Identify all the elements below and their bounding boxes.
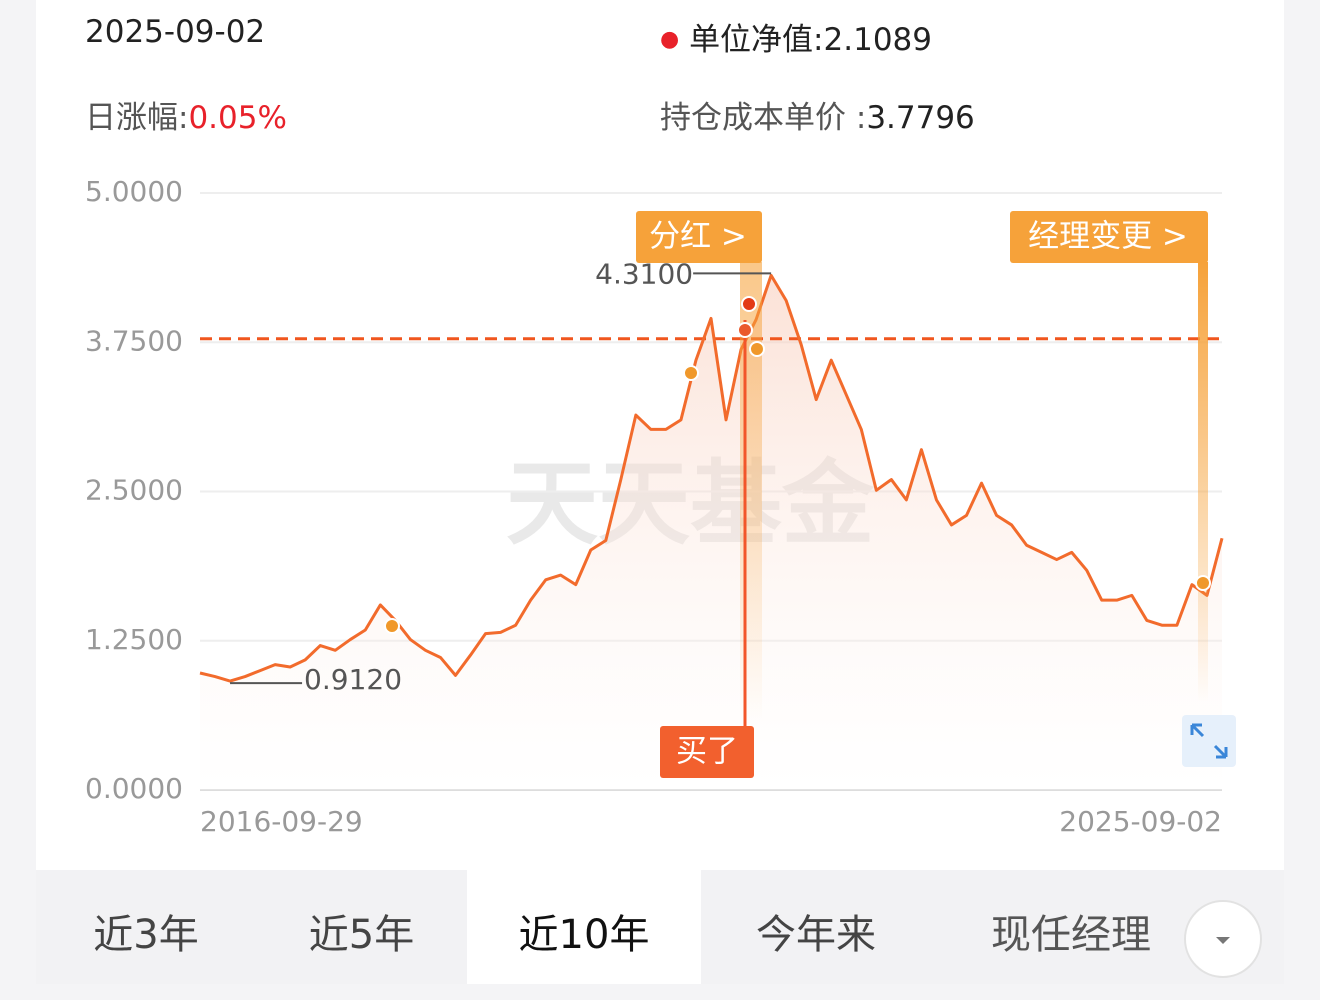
area <box>200 275 1222 790</box>
tab-bar: 近3年 近5年 近10年 今年来 现任经理 <box>36 870 1284 984</box>
arrow <box>1216 937 1230 944</box>
chart: 天天基金 0.00001.25002.50003.75005.00002016-… <box>85 175 1236 838</box>
cost-label: 持仓成本单价 : <box>660 100 867 136</box>
y-tick-label: 2.5000 <box>85 474 183 507</box>
event-dot <box>737 322 753 338</box>
event-dot <box>749 341 765 357</box>
event-dot <box>741 296 757 312</box>
tab[interactable]: 现任经理 <box>991 912 1151 958</box>
date: 2025-09-02 <box>85 14 266 50</box>
nav-value: 2.1089 <box>823 22 932 58</box>
event-dot <box>683 365 699 381</box>
annotation-label: 0.9120 <box>304 663 402 696</box>
expand-button[interactable] <box>1182 715 1236 767</box>
nav-label: 单位净值: <box>689 22 824 58</box>
change-label: 日涨幅: <box>85 100 189 136</box>
more-icon[interactable] <box>1186 902 1260 976</box>
buy-label[interactable]: 买了 <box>676 734 738 770</box>
annotation-label: 4.3100 <box>595 257 693 290</box>
change: 日涨幅:0.05% <box>85 92 287 137</box>
y-tick-label: 5.0000 <box>85 175 183 208</box>
nav-line <box>199 273 1224 683</box>
nav: ● 单位净值:2.1089 <box>660 22 932 58</box>
more-button[interactable] <box>1184 900 1262 978</box>
x-tick-label: 2025-09-02 <box>1059 805 1222 838</box>
y-tick-label: 1.2500 <box>85 623 183 656</box>
x-tick-label: 2016-09-29 <box>200 805 363 838</box>
buy-flag[interactable] <box>660 726 754 778</box>
tab[interactable]: 近3年 <box>93 912 199 958</box>
event-stem <box>1198 262 1208 702</box>
event-label[interactable]: 经理变更 > <box>1028 219 1188 255</box>
tab-selected[interactable]: 近10年 <box>467 870 701 984</box>
expand-icon[interactable] <box>1190 723 1228 759</box>
tab[interactable]: 今年来 <box>756 912 876 958</box>
event-dot <box>384 618 400 634</box>
y-tick-label: 0.0000 <box>85 772 183 805</box>
event-label[interactable]: 分红 > <box>649 219 747 255</box>
event-dot <box>1195 575 1211 591</box>
y-tick-label: 3.7500 <box>85 324 183 357</box>
change-value: 0.05% <box>188 100 287 136</box>
tab[interactable]: 近5年 <box>308 912 415 958</box>
cost: 持仓成本单价 :3.7796 <box>660 92 975 137</box>
event-flag[interactable] <box>1010 211 1208 263</box>
event-flag[interactable] <box>636 211 762 263</box>
cost-value: 3.7796 <box>866 100 975 136</box>
